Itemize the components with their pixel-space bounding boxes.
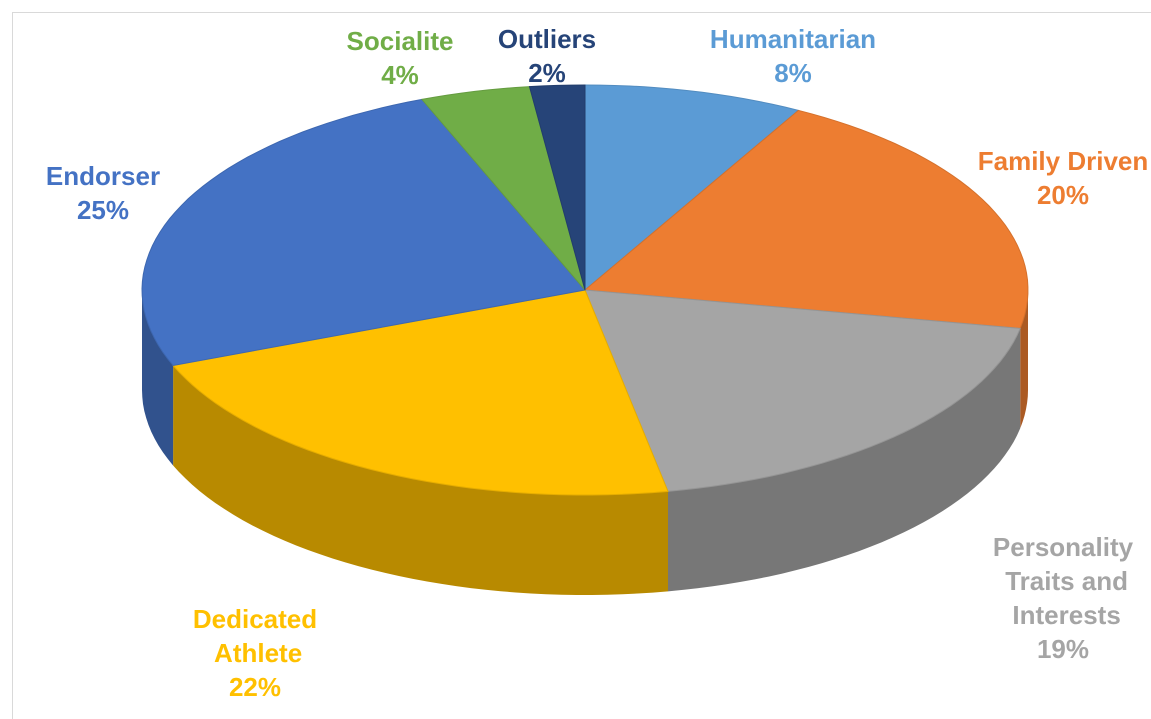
data-label-name: Outliers — [498, 24, 596, 54]
slice-side — [668, 328, 1021, 592]
data-label-value: 20% — [1037, 180, 1089, 210]
slice — [584, 84, 800, 292]
chart-frame — [12, 12, 1151, 719]
data-label-name: Dedicated Athlete — [193, 604, 317, 668]
data-label-name: Humanitarian — [710, 24, 876, 54]
data-label-value: 2% — [528, 58, 566, 88]
data-label-value: 19% — [1037, 634, 1089, 664]
slice — [141, 98, 586, 367]
slice-side — [173, 365, 668, 595]
data-label-name: Endorser — [46, 161, 160, 191]
data-label-value: 22% — [229, 672, 281, 702]
data-label-value: 8% — [774, 58, 812, 88]
slice-side — [142, 290, 174, 466]
slice — [172, 289, 669, 496]
slice — [528, 84, 586, 291]
data-label-value: 4% — [381, 60, 419, 90]
slice — [584, 289, 1021, 492]
data-label-value: 25% — [77, 195, 129, 225]
slice — [583, 109, 1029, 329]
data-label-name: Socialite — [347, 26, 454, 56]
slice — [420, 86, 586, 291]
data-label-name: Family Driven — [978, 146, 1149, 176]
slice-side — [1020, 290, 1028, 429]
data-label-name: Personality Traits and Interests — [993, 532, 1134, 630]
